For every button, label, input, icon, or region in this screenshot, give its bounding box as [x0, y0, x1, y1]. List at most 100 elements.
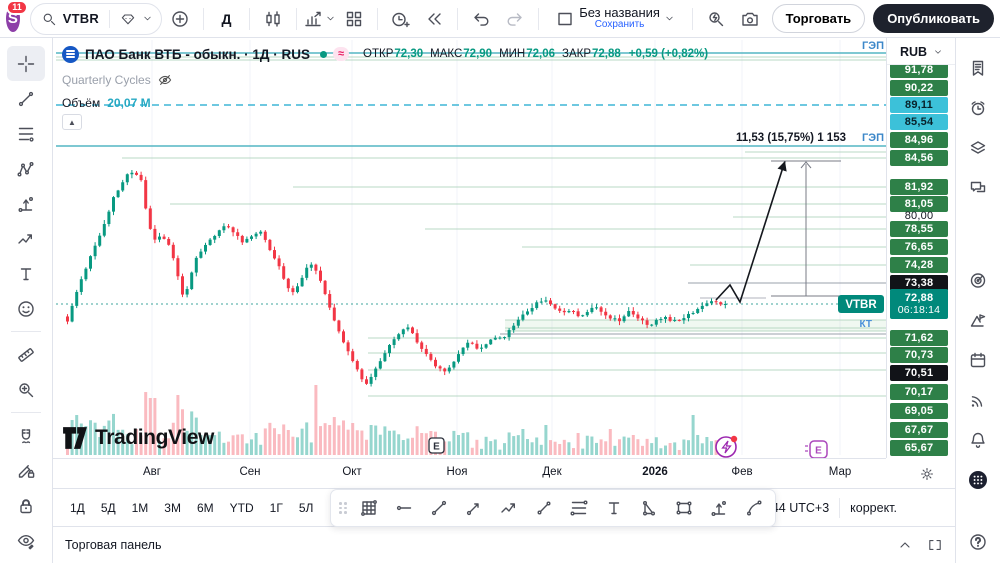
float-tool-arrow[interactable]	[459, 494, 489, 522]
tool-elliott-wave[interactable]	[7, 221, 45, 256]
currency-selector[interactable]: RUB	[887, 40, 956, 65]
tool-magnet[interactable]	[7, 418, 45, 453]
user-avatar[interactable]: S 11	[6, 0, 28, 32]
symbol-title[interactable]: ПАО Банк ВТБ - обыкн. · 1Д · RUS	[85, 46, 310, 62]
price-label[interactable]: 65,67	[890, 440, 948, 456]
tool-trend-line[interactable]	[7, 81, 45, 116]
price-label[interactable]: 70,73	[890, 347, 948, 363]
tool-text[interactable]	[7, 256, 45, 291]
timeframe-1М[interactable]: 1М	[125, 497, 156, 519]
float-tool-projection[interactable]	[704, 494, 734, 522]
legend-collapse-button[interactable]: ▲	[62, 114, 82, 130]
symbol-search[interactable]: VTBR	[29, 2, 162, 35]
price-label[interactable]: 84,56	[890, 150, 948, 166]
price-label[interactable]: 80,00	[904, 210, 934, 222]
alert-add-button[interactable]	[384, 4, 416, 34]
time-axis-label[interactable]: Авг	[143, 466, 161, 478]
quick-search-button[interactable]	[700, 4, 732, 34]
price-label[interactable]: 74,28	[890, 257, 948, 273]
price-label[interactable]: 84,96	[890, 132, 948, 148]
tool-emoji[interactable]	[7, 291, 45, 326]
tool-drawing-mode-lock[interactable]	[7, 453, 45, 488]
adjusted-data-toggle[interactable]: коррект.	[850, 501, 897, 515]
float-tool-text[interactable]	[599, 494, 629, 522]
sidebar-ideas[interactable]	[960, 302, 996, 338]
snapshot-button[interactable]	[734, 4, 766, 34]
tool-zoom-in[interactable]	[7, 372, 45, 407]
chart-style-button[interactable]	[257, 4, 289, 34]
float-tool-horizontal-ray[interactable]	[389, 494, 419, 522]
sidebar-notifications[interactable]	[960, 422, 996, 458]
tool-fib-retracement[interactable]	[7, 116, 45, 151]
interval-button[interactable]: Д	[221, 10, 232, 27]
tool-crosshair[interactable]	[7, 46, 45, 81]
float-tool-curve[interactable]	[739, 494, 769, 522]
timeframe-1Д[interactable]: 1Д	[63, 497, 92, 519]
restore-panel-icon[interactable]	[927, 537, 943, 553]
layout-save-button[interactable]: Без названия Сохранить	[545, 4, 685, 34]
volume-row[interactable]: Объём 20,07 М	[62, 94, 708, 111]
float-tool-fib[interactable]	[564, 494, 594, 522]
sidebar-feed[interactable]	[960, 382, 996, 418]
compare-add-button[interactable]	[164, 4, 196, 34]
tool-lock-all[interactable]	[7, 488, 45, 523]
float-tool-gann-box[interactable]	[354, 494, 384, 522]
floating-drawing-toolbar[interactable]	[330, 489, 776, 527]
float-tool-short-line[interactable]	[529, 494, 559, 522]
layout-grid-button[interactable]	[338, 4, 370, 34]
diamond-icon[interactable]	[120, 11, 136, 27]
indicators-button[interactable]	[304, 4, 336, 34]
eye-slash-icon[interactable]	[157, 72, 173, 88]
price-label[interactable]: 81,05	[890, 196, 948, 212]
indicator-row[interactable]: Quarterly Cycles	[62, 71, 708, 88]
price-label[interactable]: 71,62	[890, 330, 948, 346]
undo-button[interactable]	[465, 4, 497, 34]
publish-button[interactable]: Опубликовать	[873, 4, 995, 33]
timeframe-YTD[interactable]: YTD	[223, 497, 261, 519]
trade-button[interactable]: Торговать	[771, 4, 866, 33]
tool-projection[interactable]	[7, 186, 45, 221]
timeframe-1Г[interactable]: 1Г	[263, 497, 290, 519]
bar-replay-button[interactable]	[418, 4, 450, 34]
time-axis[interactable]: Авг Сен Окт Ноя Дек 2026 Фев Мар	[53, 458, 886, 489]
price-label[interactable]: 90,22	[890, 80, 948, 96]
drag-handle[interactable]	[339, 502, 347, 514]
price-label[interactable]: 76,65	[890, 239, 948, 255]
timeframe-3М[interactable]: 3М	[157, 497, 188, 519]
sidebar-alerts[interactable]	[960, 90, 996, 126]
price-label[interactable]: 69,05	[890, 403, 948, 419]
time-axis-label[interactable]: 2026	[642, 466, 668, 478]
price-label[interactable]: 78,55	[890, 221, 948, 237]
timeframe-6М[interactable]: 6М	[190, 497, 221, 519]
price-label[interactable]: 70,51	[890, 365, 948, 381]
sidebar-chat[interactable]	[960, 170, 996, 206]
price-label[interactable]: 67,67	[890, 422, 948, 438]
float-tool-rectangle[interactable]	[669, 494, 699, 522]
time-axis-label[interactable]: Окт	[342, 466, 362, 478]
price-label[interactable]: 72,88 06:18:14	[890, 289, 948, 319]
sidebar-calendar[interactable]	[960, 342, 996, 378]
tool-hide-drawings[interactable]	[7, 523, 45, 558]
price-axis[interactable]: RUB 91,78 90,22 89,11 85,54 84,96 84,56 81,92 8…	[886, 38, 956, 458]
trading-panel-label[interactable]: Торговая панель	[65, 538, 162, 552]
sidebar-watchlist[interactable]	[960, 50, 996, 86]
float-tool-wave[interactable]	[494, 494, 524, 522]
tool-measure[interactable]	[7, 337, 45, 372]
price-label[interactable]: 73,38	[890, 275, 948, 291]
sidebar-hotlists[interactable]	[960, 262, 996, 298]
chevron-up-icon[interactable]	[897, 537, 913, 553]
sidebar-object-tree[interactable]	[960, 130, 996, 166]
axis-settings-gear[interactable]	[915, 462, 939, 486]
timeframe-5Д[interactable]: 5Д	[94, 497, 123, 519]
price-label[interactable]: 70,17	[890, 384, 948, 400]
price-label[interactable]: 91,78	[890, 62, 948, 78]
time-axis-label[interactable]: Ноя	[446, 466, 468, 478]
sidebar-help[interactable]	[960, 524, 996, 560]
time-axis-label[interactable]: Мар	[828, 466, 852, 478]
redo-button[interactable]	[499, 4, 531, 34]
price-label[interactable]: 81,92	[890, 179, 948, 195]
price-label[interactable]: 85,54	[890, 114, 948, 130]
time-axis-label[interactable]: Сен	[239, 466, 261, 478]
time-axis-label[interactable]: Дек	[542, 466, 562, 478]
